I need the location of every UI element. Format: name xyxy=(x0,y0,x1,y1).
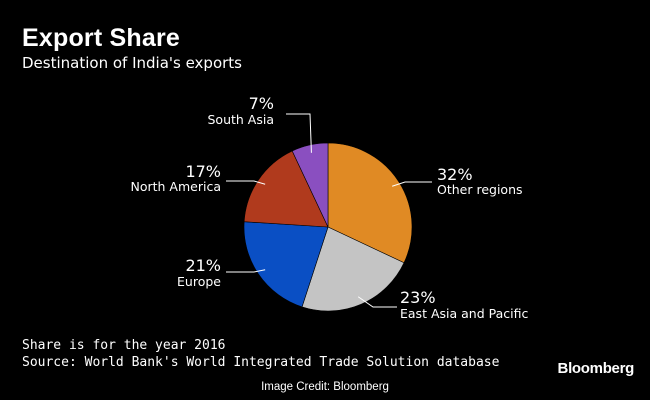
slice-label-south-asia: South Asia xyxy=(208,112,275,127)
slice-value-other-regions: 32% xyxy=(437,165,473,184)
leader-line-europe xyxy=(226,269,266,273)
leader-line-north-america xyxy=(226,180,266,185)
slice-label-other-regions: Other regions xyxy=(437,182,523,197)
chart-title: Export Share xyxy=(22,24,181,52)
pie-slice-north-america xyxy=(243,150,329,228)
slice-labels: 32%Other regions 23%East Asia and Pacific… xyxy=(131,94,529,321)
slice-value-europe: 21% xyxy=(185,256,221,275)
slice-value-north-america: 17% xyxy=(185,162,221,181)
pie-slice-east-asia-and-pacific xyxy=(301,226,405,312)
pie-slice-south-asia xyxy=(291,142,329,228)
bloomberg-logo: Bloomberg xyxy=(557,360,635,377)
chart-subtitle: Destination of India's exports xyxy=(22,54,242,72)
image-credit: Image Credit: Bloomberg xyxy=(261,381,389,393)
slice-value-south-asia: 7% xyxy=(249,94,274,113)
slice-label-east-asia-and-pacific: East Asia and Pacific xyxy=(400,306,528,321)
pie-slice-other-regions xyxy=(327,142,413,264)
leader-line-other-regions xyxy=(392,181,432,187)
source-note: Source: World Bank's World Integrated Tr… xyxy=(22,355,500,370)
slice-label-north-america: North America xyxy=(131,179,222,194)
leader-line-south-asia xyxy=(286,113,312,153)
slice-label-europe: Europe xyxy=(177,274,221,289)
leader-line-east-asia-and-pacific xyxy=(357,296,397,308)
leader-lines xyxy=(226,113,432,308)
pie-slices xyxy=(243,142,413,312)
period-note: Share is for the year 2016 xyxy=(22,338,226,353)
pie-slice-europe xyxy=(243,221,329,308)
slice-value-east-asia-and-pacific: 23% xyxy=(400,288,436,307)
